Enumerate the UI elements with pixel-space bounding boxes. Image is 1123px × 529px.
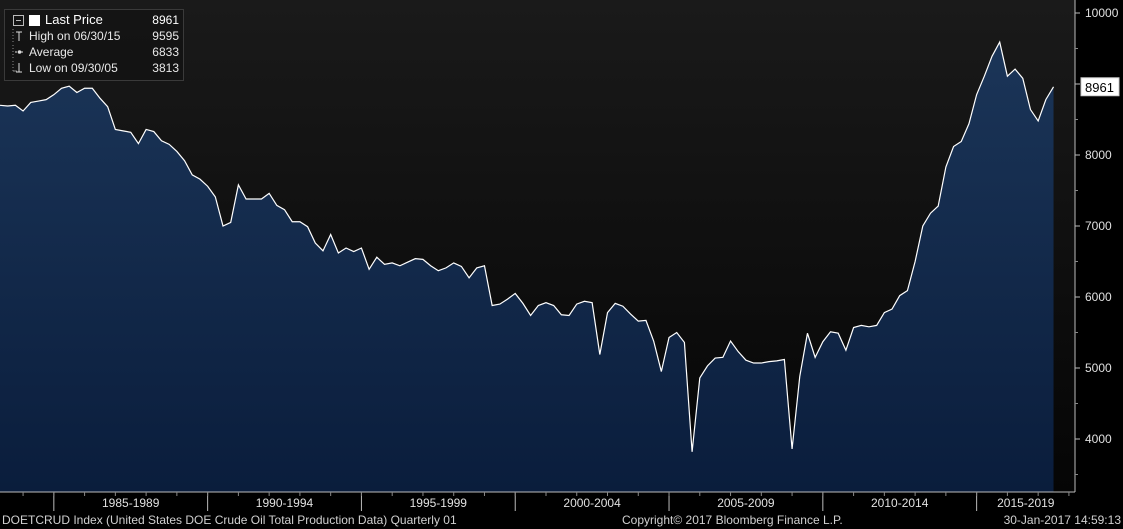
y-tick-label: 10000 <box>1085 6 1119 20</box>
last-value-label: 8961 <box>1085 80 1114 95</box>
collapse-icon[interactable] <box>11 13 25 27</box>
x-tick-label: 2010-2014 <box>871 496 929 510</box>
x-tick-label: 1995-1999 <box>410 496 468 510</box>
y-tick-label: 6000 <box>1085 290 1112 304</box>
average-marker-icon <box>11 45 25 59</box>
high-marker-icon <box>11 29 25 43</box>
legend-row-low: Low on 09/30/05 3813 <box>11 60 179 76</box>
x-tick-label: 2005-2009 <box>717 496 775 510</box>
legend-high-value: 9595 <box>152 29 179 43</box>
series-color-swatch <box>29 14 40 26</box>
legend-average-value: 6833 <box>152 45 179 59</box>
last-value-marker: 8961 <box>1080 77 1120 97</box>
legend-row-last-price: Last Price 8961 <box>11 12 179 28</box>
legend-last-price-value: 8961 <box>152 13 179 27</box>
legend-average-label: Average <box>29 45 74 59</box>
x-tick-label: 1990-1994 <box>256 496 314 510</box>
legend-low-value: 3813 <box>152 61 179 75</box>
timestamp-text: 30-Jan-2017 14:59:13 <box>1003 513 1121 527</box>
legend-low-label: Low on 09/30/05 <box>29 61 118 75</box>
low-marker-icon <box>11 61 25 75</box>
copyright-text: Copyright© 2017 Bloomberg Finance L.P. <box>622 513 843 527</box>
legend: Last Price 8961 High on 06/30/15 9595 Av… <box>4 9 184 81</box>
series-line <box>0 40 1055 452</box>
index-description: DOETCRUD Index (United States DOE Crude … <box>2 513 457 527</box>
x-tick-label: 2000-2004 <box>563 496 621 510</box>
legend-row-high: High on 06/30/15 9595 <box>11 28 179 44</box>
y-tick-label: 8000 <box>1085 148 1112 162</box>
legend-last-price-label: Last Price <box>45 12 103 27</box>
y-tick-label: 4000 <box>1085 432 1112 446</box>
y-tick-label: 5000 <box>1085 361 1112 375</box>
legend-high-label: High on 06/30/15 <box>29 29 121 43</box>
series-area <box>0 42 1054 493</box>
x-tick-label: 1985-1989 <box>102 496 160 510</box>
x-tick-label: 2015-2019 <box>997 496 1055 510</box>
legend-row-average: Average 6833 <box>11 44 179 60</box>
y-tick-label: 7000 <box>1085 219 1112 233</box>
footer: DOETCRUD Index (United States DOE Crude … <box>0 512 1123 529</box>
